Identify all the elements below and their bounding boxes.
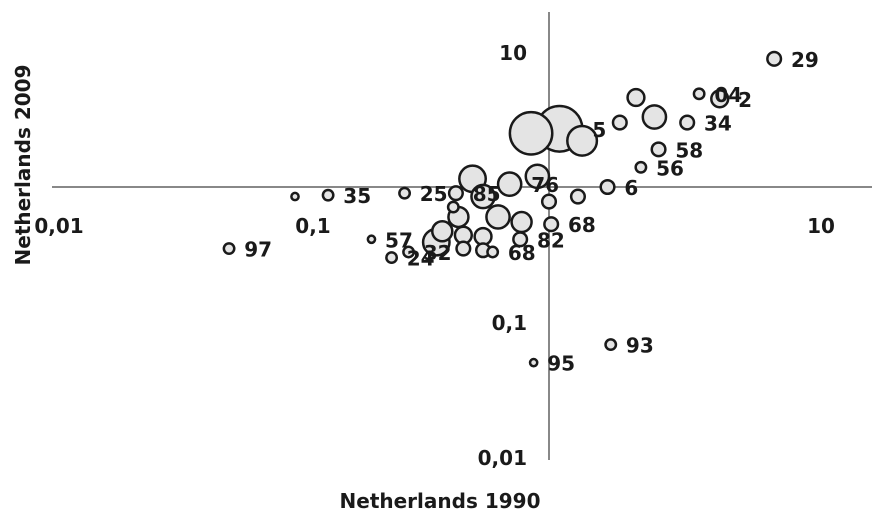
x-axis-title: Netherlands 1990 [340,489,541,513]
data-points [222,50,783,368]
data-point [524,163,551,190]
data-point [431,220,454,243]
data-point [543,216,560,233]
data-point [366,234,377,245]
point-label: 24 [407,247,435,271]
x-tick-labels: 0,01 0,1 10 [34,214,835,238]
point-label: 34 [704,112,732,136]
point-label: 5 [592,118,606,142]
point-label: 68 [568,213,596,237]
data-point [510,210,533,234]
data-point [470,183,496,210]
point-label: 68 [508,241,536,265]
data-point [321,188,335,202]
data-point [626,87,646,108]
data-point [402,245,416,259]
data-point [569,188,586,205]
data-point [486,245,500,259]
data-point [512,231,529,248]
point-label: 32 [424,241,452,265]
data-point [599,178,616,196]
point-label: 57 [385,228,413,252]
data-point [634,160,648,174]
data-point [710,89,730,109]
x-tick-label: 0,1 [295,214,330,238]
point-label: 97 [244,238,272,262]
y-tick-labels: 10 0,1 0,01 [478,41,527,470]
point-label: 6 [624,176,638,200]
point-label: 04 [714,83,742,107]
data-point [485,204,511,230]
data-point [641,104,668,130]
x-tick-label: 10 [807,214,835,238]
data-point [398,186,412,200]
data-point [566,124,599,157]
point-label: 85 [473,182,501,206]
data-point [540,193,558,210]
y-tick-label: 10 [499,41,527,65]
x-tick-label: 0,01 [34,214,83,238]
point-label: 95 [547,352,575,376]
data-point [611,114,628,131]
data-point [528,357,539,368]
y-tick-label: 0,01 [478,446,527,470]
data-point [446,200,460,214]
data-point [447,185,464,202]
point-label: 76 [531,173,559,197]
point-label: 56 [656,156,684,180]
data-point [290,191,300,202]
y-tick-label: 0,1 [492,311,527,335]
data-point [679,114,696,131]
data-point [385,251,399,265]
data-point [650,141,667,158]
data-point [692,87,706,101]
point-label: 93 [626,334,654,358]
data-point [508,110,554,156]
data-point [222,242,236,256]
point-label: 25 [420,182,448,206]
point-label: 35 [343,184,371,208]
point-label: 58 [675,138,703,162]
data-point [766,50,783,67]
point-label: 29 [791,48,819,72]
data-point [604,338,618,352]
y-axis-title: Netherlands 2009 [11,65,35,266]
data-point [496,171,523,197]
point-label: 2 [738,88,752,112]
point-label: 82 [537,228,565,252]
data-point [455,240,472,257]
